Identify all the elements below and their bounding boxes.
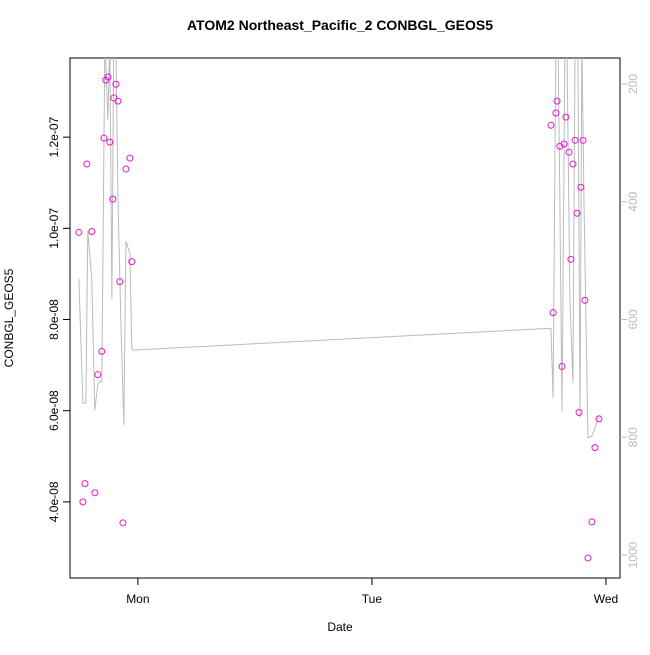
data-point xyxy=(553,97,561,105)
y-axis-label: CONBGL_GEOS5 xyxy=(2,268,16,367)
data-point xyxy=(556,142,564,150)
data-point xyxy=(122,165,130,173)
data-point xyxy=(91,489,99,497)
data-point xyxy=(114,97,122,105)
data-point xyxy=(558,362,566,370)
data-point xyxy=(126,154,134,162)
data-point xyxy=(104,73,112,81)
data-point xyxy=(575,409,583,417)
data-point xyxy=(116,278,124,286)
data-point xyxy=(552,109,560,117)
data-point xyxy=(562,113,570,121)
y-tick-label: 1.2e-07 xyxy=(47,116,61,157)
data-point xyxy=(83,160,91,168)
data-point xyxy=(579,136,587,144)
x-tick-label: Mon xyxy=(126,592,149,606)
data-point xyxy=(565,148,573,156)
y-tick-label: 8.0e-08 xyxy=(47,299,61,340)
data-point xyxy=(75,228,83,236)
y2-tick-label: 400 xyxy=(626,191,640,211)
data-line xyxy=(78,58,600,439)
data-point xyxy=(119,519,127,527)
y-tick-label: 4.0e-08 xyxy=(47,481,61,522)
chart-title: ATOM2 Northeast_Pacific_2 CONBGL_GEOS5 xyxy=(187,17,493,33)
data-point xyxy=(588,518,596,526)
plot-box xyxy=(69,57,621,579)
y2-tick-label: 200 xyxy=(626,74,640,94)
data-point xyxy=(571,136,579,144)
data-point xyxy=(109,195,117,203)
data-point xyxy=(128,258,136,266)
data-point xyxy=(94,371,102,379)
data-point xyxy=(567,255,575,263)
data-point xyxy=(98,347,106,355)
data-point xyxy=(549,309,557,317)
data-point xyxy=(79,498,87,506)
data-point xyxy=(573,209,581,217)
data-point xyxy=(100,134,108,142)
data-point xyxy=(595,415,603,423)
x-tick-label: Tue xyxy=(362,592,383,606)
y2-tick-label: 600 xyxy=(626,309,640,329)
x-tick-label: Wed xyxy=(594,592,618,606)
data-point xyxy=(112,80,120,88)
data-point xyxy=(569,160,577,168)
data-point xyxy=(81,480,89,488)
plot-area xyxy=(75,58,603,562)
y2-tick-label: 1000 xyxy=(626,541,640,568)
data-point xyxy=(591,444,599,452)
data-point xyxy=(106,138,114,146)
y-tick-label: 6.0e-08 xyxy=(47,390,61,431)
data-point xyxy=(577,183,585,191)
data-point xyxy=(88,228,96,236)
x-axis-label: Date xyxy=(327,620,353,634)
data-point xyxy=(584,554,592,562)
data-point xyxy=(581,296,589,304)
y-tick-label: 1.0e-07 xyxy=(47,208,61,249)
data-point xyxy=(547,121,555,129)
y2-tick-label: 800 xyxy=(626,427,640,447)
data-point xyxy=(560,140,568,148)
